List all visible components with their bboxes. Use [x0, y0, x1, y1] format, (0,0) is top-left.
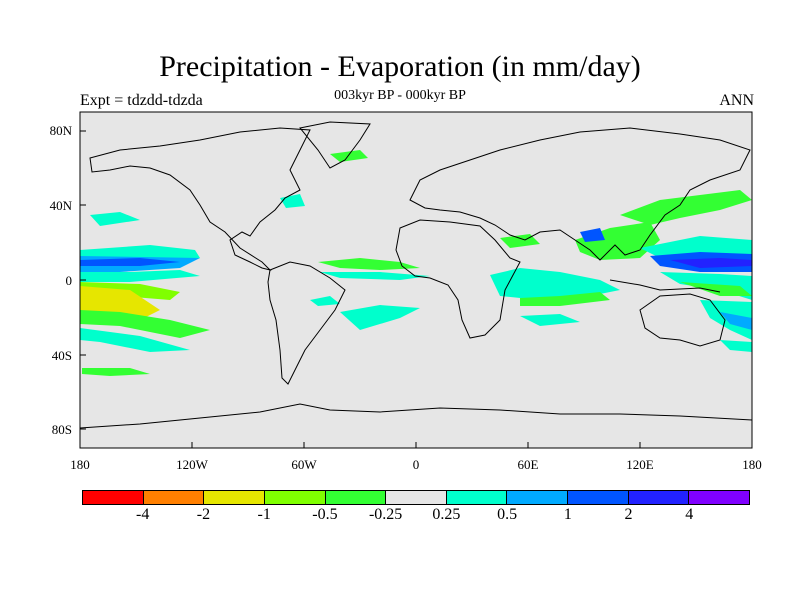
anomaly-patch — [520, 314, 580, 326]
colorbar-label: -0.5 — [312, 506, 338, 523]
colorbar-swatch — [568, 491, 629, 504]
colorbar-swatch — [143, 491, 205, 504]
anomaly-patch — [520, 292, 610, 306]
x-tick-label: 60W — [291, 457, 317, 472]
x-tick-label: 120E — [626, 457, 654, 472]
coastline-indonesia — [609, 279, 721, 293]
colorbar-swatch — [446, 491, 508, 504]
x-tick-label: 60E — [517, 457, 539, 472]
y-tick-label: 80S — [51, 422, 72, 437]
anomaly-patch — [680, 282, 752, 296]
plot-subtitle: 003kyr BP - 000kyr BP — [334, 88, 466, 103]
y-tick-label: 40S — [51, 348, 72, 363]
anomaly-patch — [318, 258, 420, 270]
anomaly-patch — [340, 305, 420, 330]
anomaly-patch — [80, 328, 190, 352]
anomaly-patch — [720, 312, 752, 330]
colorbar-swatch — [325, 491, 387, 504]
colorbar-swatch — [628, 491, 690, 504]
coastline-eurasia — [409, 127, 751, 261]
anomaly-patch — [330, 150, 368, 162]
y-tick-label: 40N — [49, 198, 72, 213]
coastline-greenland — [299, 121, 371, 169]
colorbar-label: 0.25 — [432, 506, 461, 523]
colorbar-label: -2 — [196, 506, 211, 523]
colorbar-swatch — [264, 491, 326, 504]
colorbar-swatch — [689, 491, 750, 504]
colorbar-label: 1 — [563, 506, 572, 523]
coastline-australia — [639, 293, 726, 347]
colorbar-swatch — [204, 491, 265, 504]
colorbar-swatch — [83, 491, 144, 504]
coastline-south-america — [267, 261, 346, 385]
x-tick-label: 120W — [176, 457, 208, 472]
y-tick-label: 80N — [49, 123, 72, 138]
anomaly-patch — [80, 310, 210, 338]
x-tick-label: 180 — [742, 457, 762, 472]
colorbar-label: 2 — [624, 506, 633, 523]
anomaly-patch — [310, 296, 340, 306]
colorbar-label: -1 — [257, 506, 271, 523]
anomaly-patch — [670, 258, 752, 268]
anomaly-patch — [320, 272, 430, 280]
y-tick-label: 0 — [65, 273, 73, 288]
coastline-antarctica — [79, 403, 753, 429]
coastline-africa — [395, 219, 521, 339]
x-tick-label: 0 — [412, 457, 420, 472]
experiment-label: Expt = tdzdd-tdzda — [80, 92, 203, 109]
season-label: ANN — [719, 92, 754, 109]
coastline-north-america — [89, 127, 311, 271]
anomaly-patch — [90, 212, 140, 226]
anomaly-patch — [490, 268, 620, 300]
anomaly-patch — [80, 245, 200, 258]
anomaly-patch — [580, 228, 605, 242]
anomaly-patch — [80, 270, 200, 282]
colorbar-label: 0.5 — [497, 506, 518, 523]
x-tick-label: 180 — [70, 457, 90, 472]
plot-title: Precipitation - Evaporation (in mm/day) — [159, 50, 641, 83]
map-background — [80, 112, 752, 448]
anomaly-patch — [720, 340, 752, 352]
anomaly-patch — [700, 300, 752, 340]
anomaly-fields — [80, 150, 752, 376]
anomaly-patch — [620, 190, 752, 225]
colorbar — [82, 490, 750, 505]
axis-ticks — [79, 130, 753, 448]
colorbar-label: 4 — [685, 506, 694, 523]
colorbar-swatch — [386, 491, 447, 504]
colorbar-swatch — [507, 491, 569, 504]
anomaly-patch — [80, 258, 180, 266]
colorbar-label: -0.25 — [368, 506, 403, 523]
anomaly-patch — [82, 368, 150, 376]
colorbar-label: -4 — [136, 506, 150, 523]
coastlines — [79, 121, 753, 429]
